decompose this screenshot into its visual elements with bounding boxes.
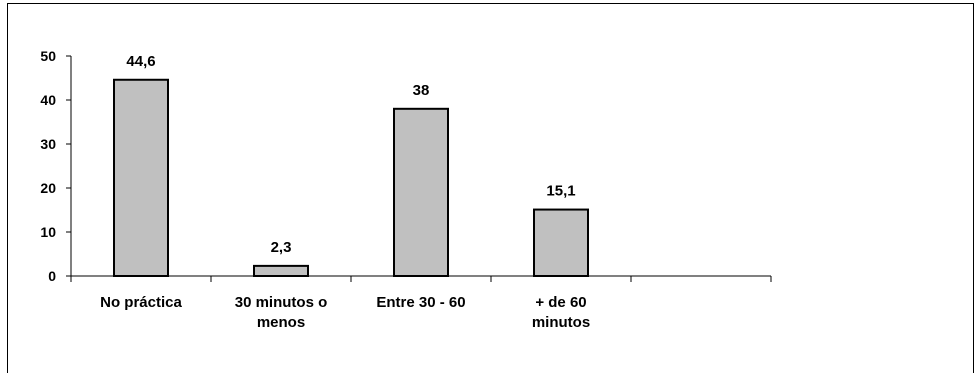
y-tick-label: 30 [40,136,56,152]
y-tick-label: 0 [48,268,56,284]
x-category-label: menos [257,314,305,331]
bar [393,107,449,277]
data-label: 38 [413,82,430,99]
x-category-label: minutos [532,314,590,331]
y-tick-label: 10 [40,224,56,240]
bar [533,208,589,277]
data-label: 44,6 [126,53,155,70]
chart-frame [7,3,974,373]
y-tick-label: 40 [40,92,56,108]
x-category-label: + de 60 [535,294,586,311]
y-tick-label: 50 [40,48,56,64]
data-label: 2,3 [271,239,292,256]
x-category-label: Entre 30 - 60 [376,294,465,311]
x-category-label: 30 minutos o [235,294,328,311]
x-category-label: No práctica [100,294,182,311]
bar [113,78,169,278]
bar [253,264,309,278]
y-tick-label: 20 [40,180,56,196]
data-label: 15,1 [546,183,575,200]
